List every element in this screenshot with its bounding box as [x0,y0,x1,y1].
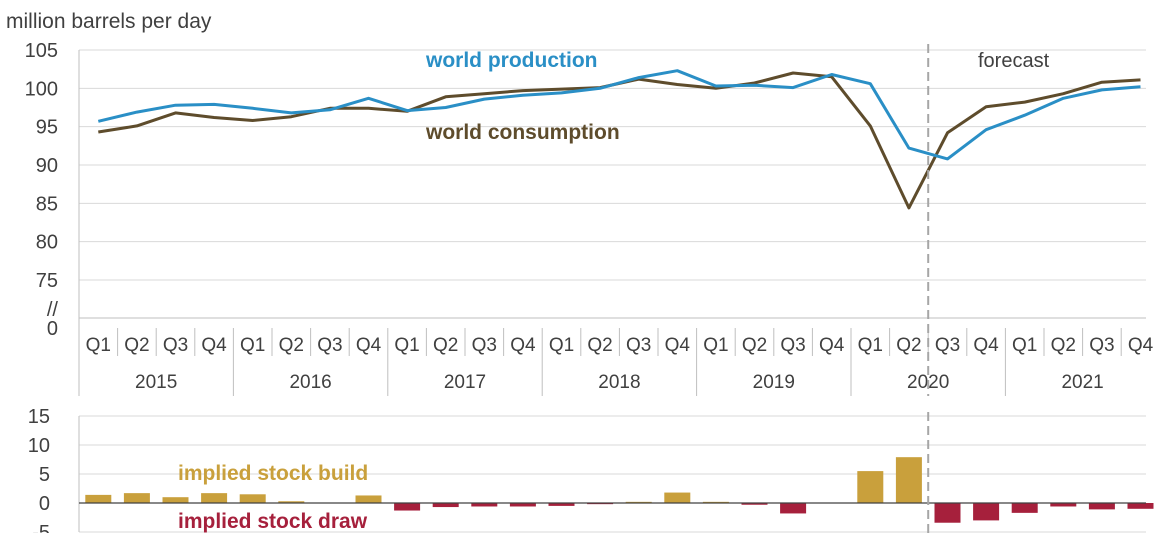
x-tick-label: Q4 [201,335,227,356]
y-tick-label: 10 [28,435,50,457]
series-label-implied-stock-draw: implied stock draw [178,510,368,533]
bottom-gridlines [78,415,1146,533]
bar-implied-stock-draw [934,503,961,523]
bar-implied-stock-build [895,457,922,503]
x-year-label: 2015 [135,372,177,393]
x-tick-label: Q3 [626,335,651,356]
x-tick-label: Q4 [973,335,999,356]
bar-implied-stock-build [162,497,189,503]
y-tick-label: 105 [25,40,58,62]
x-tick-label: Q4 [510,335,536,356]
bar-implied-stock-build [664,492,691,503]
bottom-y-tick-labels: 15 10 5 0 -5 [28,406,50,538]
bar-implied-stock-draw [432,503,459,508]
series-lines [97,69,1141,210]
bar-implied-stock-build [123,493,150,503]
x-tick-label: Q1 [858,335,883,356]
x-tick-label: Q1 [86,335,111,356]
y-tick-label: 95 [36,117,58,139]
y-tick-label: 0 [39,493,50,515]
forecast-label: forecast [978,50,1050,72]
bar-implied-stock-draw [1088,503,1115,510]
x-tick-label: Q3 [1089,335,1114,356]
x-tick-label: Q1 [240,335,265,356]
x-year-labels: 2015 2016 2017 2018 2019 2020 2021 [78,356,1104,396]
x-tick-label: Q2 [433,335,458,356]
x-year-label: 2019 [753,372,795,393]
bar-implied-stock-build [278,501,305,503]
x-tick-label: Q2 [896,335,921,356]
bar-implied-stock-draw [548,503,575,506]
series-line-world-production [97,69,1141,161]
y-tick-label: -5 [32,522,50,533]
x-tick-label: Q3 [472,335,497,356]
x-tick-label: Q2 [124,335,149,356]
bar-implied-stock-draw [471,503,498,507]
x-quarter-labels: Q1 Q2 Q3 Q4 Q1 Q2 Q3 Q4 Q1 Q2 Q3 Q4 Q1 Q2 Q3 Q4 Q1 Q2 Q3 Q4… [78,328,1154,356]
top-y-tick-labels: 105 100 95 90 85 80 75 //0 [25,40,59,340]
x-tick-label: Q2 [742,335,767,356]
x-tick-label: Q3 [163,335,188,356]
x-tick-label: Q4 [665,335,691,356]
bar-implied-stock-build [355,495,382,503]
x-tick-label: Q1 [703,335,728,356]
x-tick-label: Q4 [1128,335,1154,356]
y-tick-label: 0 [47,318,58,340]
y-tick-label: 85 [36,193,58,215]
x-tick-label: Q2 [587,335,612,356]
bar-implied-stock-draw [741,503,768,505]
x-tick-label: Q1 [394,335,419,356]
y-tick-label: 90 [36,155,58,177]
x-year-label: 2017 [444,372,486,393]
bar-implied-stock-build [239,494,266,503]
y-tick-label: 80 [36,232,58,254]
x-tick-label: Q1 [549,335,574,356]
x-tick-label: Q4 [819,335,845,356]
x-tick-label: Q2 [1051,335,1076,356]
y-tick-label: 5 [39,464,50,486]
x-tick-label: Q3 [780,335,805,356]
series-label-world-production: world production [425,49,597,72]
x-tick-label: Q3 [317,335,342,356]
x-tick-label: Q3 [935,335,960,356]
bar-implied-stock-build [201,493,228,503]
bar-implied-stock-build [857,471,884,503]
bar-implied-stock-draw [780,503,807,514]
top-gridlines [78,49,1146,396]
x-year-label: 2021 [1061,372,1103,393]
bar-implied-stock-draw [1011,503,1038,513]
y-tick-label: // [47,299,59,321]
x-year-label: 2018 [598,372,640,393]
bar-implied-stock-draw [973,503,1000,521]
bar-implied-stock-build [85,494,112,503]
y-tick-label: 75 [36,270,58,292]
x-tick-label: Q2 [279,335,304,356]
y-tick-label: 15 [28,406,50,428]
bar-implied-stock-draw [394,503,421,511]
x-year-label: 2016 [289,372,331,393]
x-tick-label: Q4 [356,335,382,356]
series-label-world-consumption: world consumption [425,121,620,144]
x-tick-label: Q1 [1012,335,1037,356]
bar-implied-stock-draw [1050,503,1077,507]
bar-implied-stock-draw [509,503,536,507]
series-label-implied-stock-build: implied stock build [178,462,368,485]
bar-implied-stock-draw [1127,503,1154,509]
y-tick-label: 100 [25,78,58,100]
stock-bars [79,457,1154,523]
y-axis-unit-label: million barrels per day [6,10,212,33]
